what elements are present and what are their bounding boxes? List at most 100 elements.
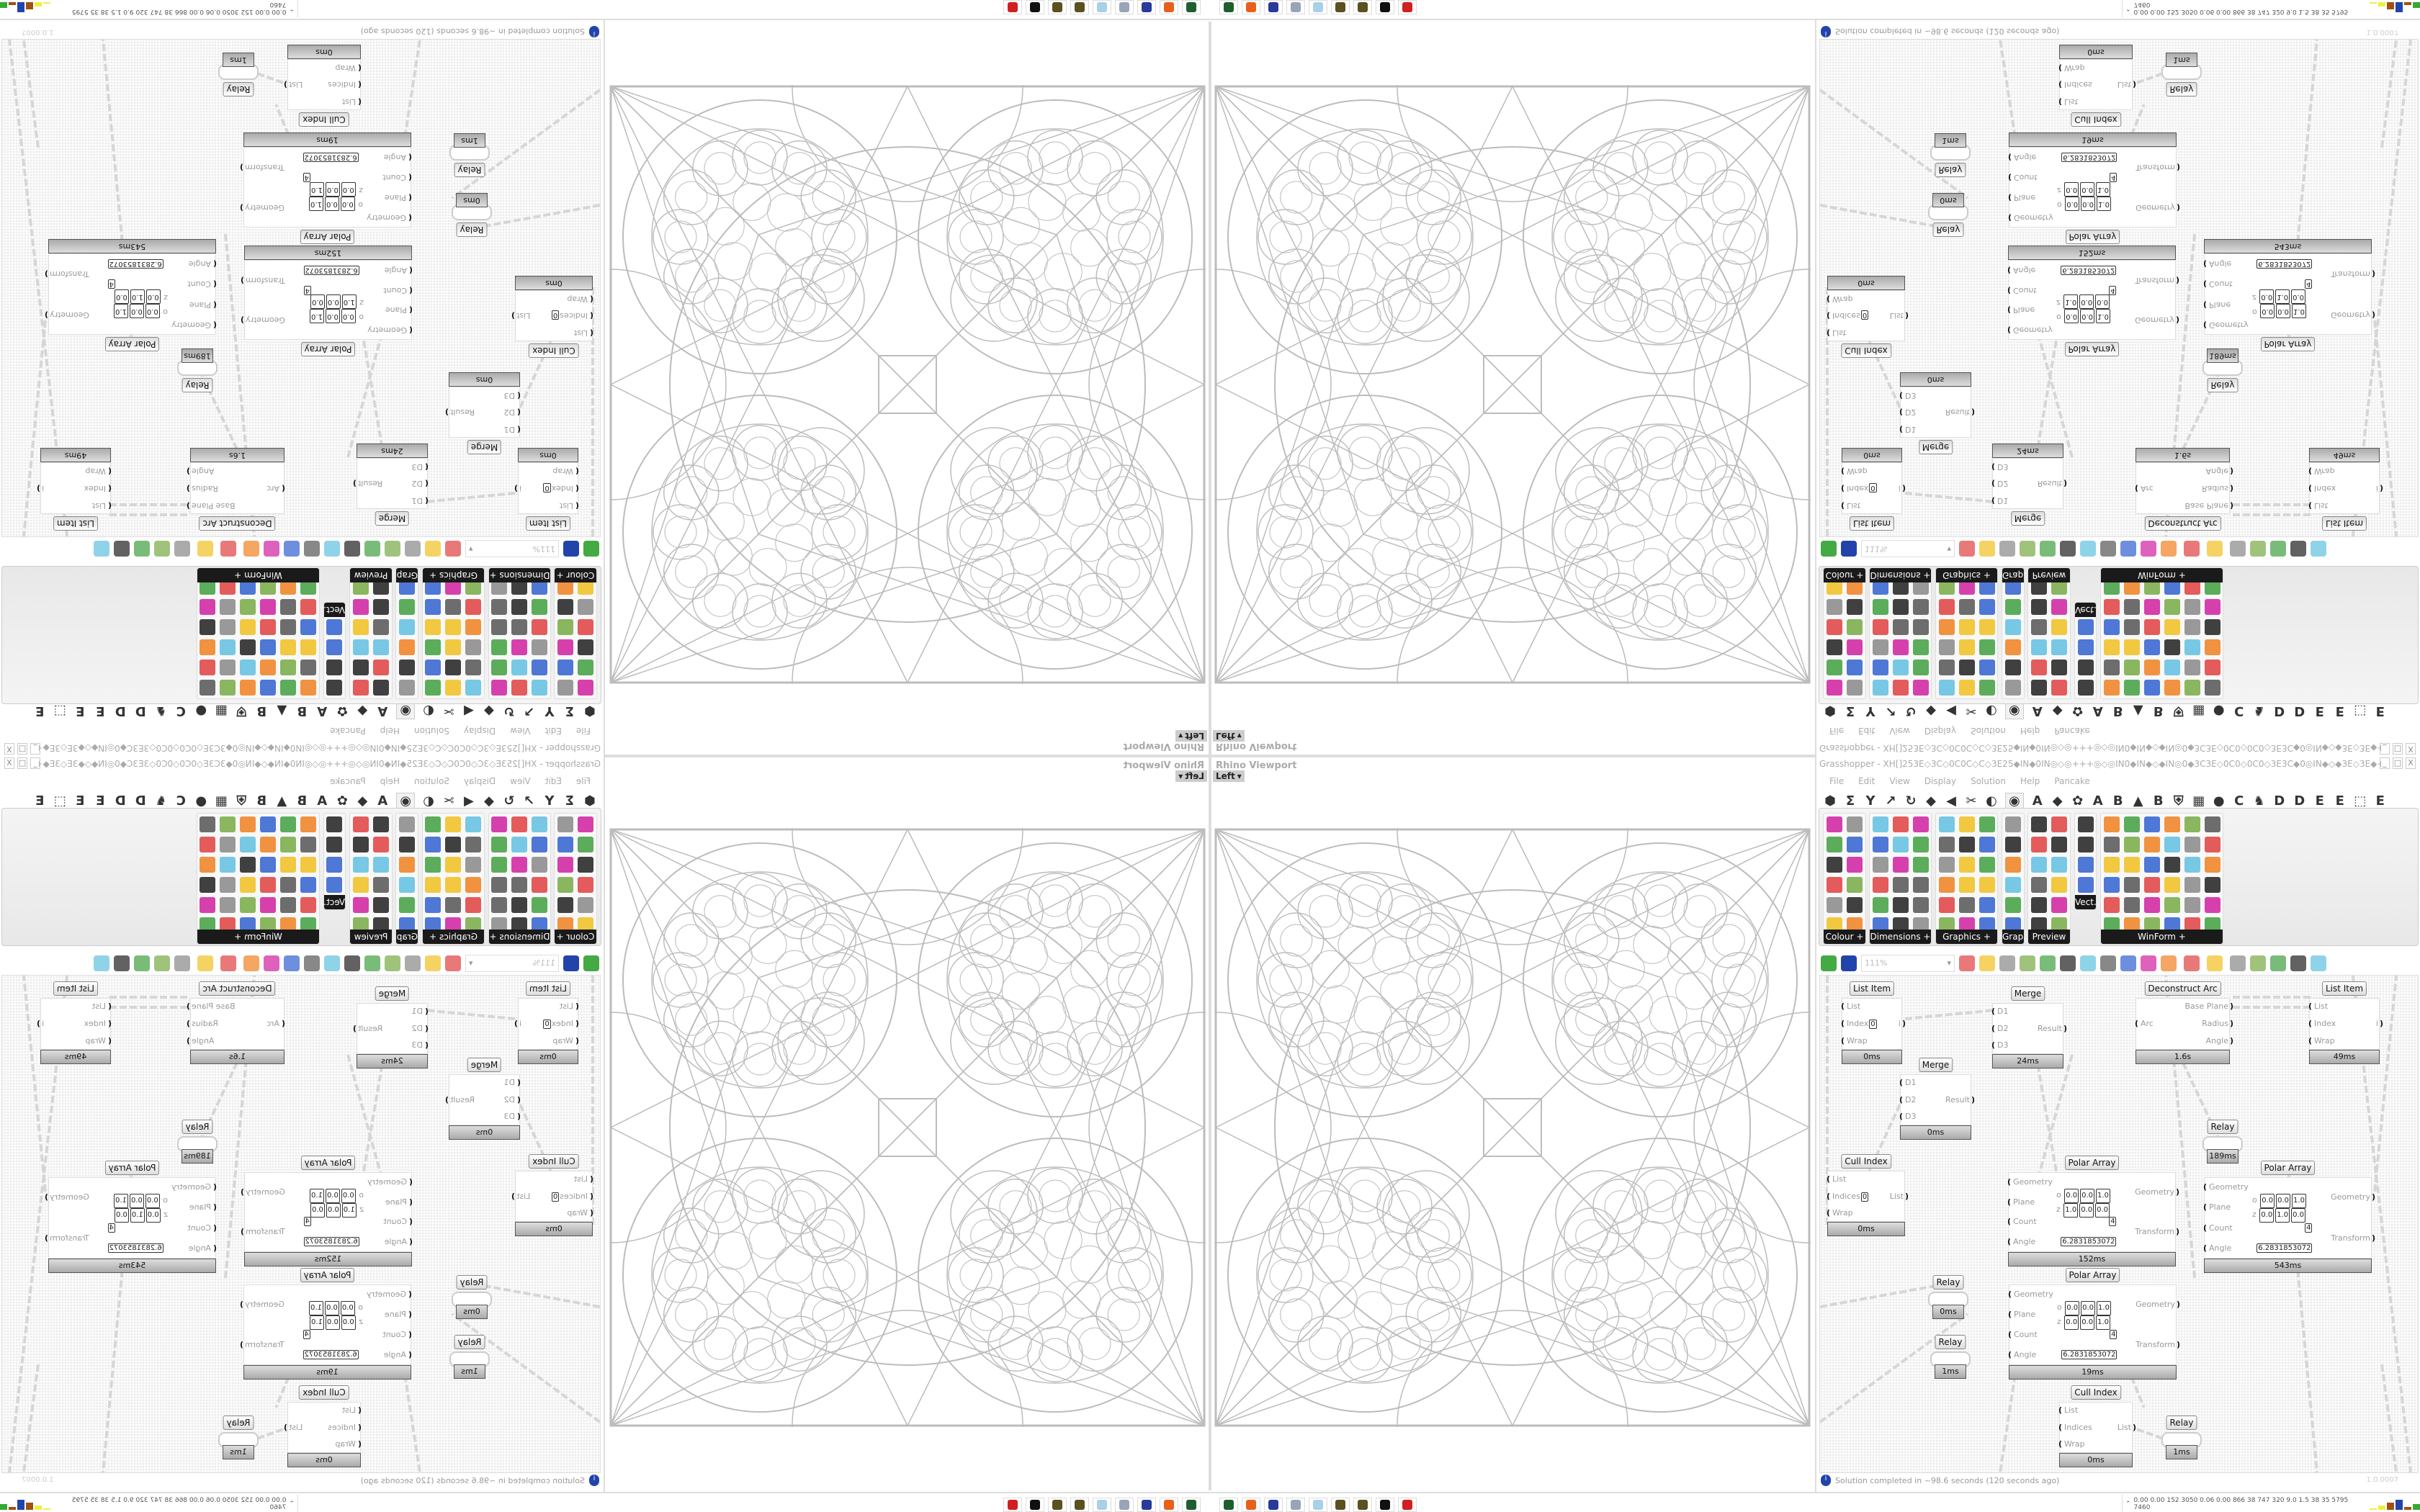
tab-10[interactable]: A (377, 793, 388, 809)
component-tool-icon[interactable] (2031, 917, 2047, 933)
component-tool-icon[interactable] (1979, 816, 1995, 832)
output-param[interactable]: Result (1945, 408, 1975, 418)
component-tool-icon[interactable] (1939, 619, 1955, 635)
tab-9[interactable]: ◉ (2005, 793, 2024, 809)
output-param[interactable]: i (1899, 1019, 1906, 1028)
plane-coordinate[interactable]: 0.0 (2260, 303, 2275, 318)
component-tool-icon[interactable] (220, 599, 236, 615)
template-icon[interactable] (2080, 541, 2096, 557)
output-param[interactable]: Transform (2135, 1227, 2179, 1236)
component-tool-icon[interactable] (1979, 660, 1995, 675)
node-polar-array[interactable]: GeometryPlaneo 0.00.01.0z 1.00.00.0Count… (2007, 1172, 2179, 1252)
zoom-extents-icon[interactable] (445, 955, 461, 971)
component-tool-icon[interactable] (491, 619, 507, 635)
component-tool-icon[interactable] (1873, 639, 1888, 655)
menu-solution[interactable]: Solution (414, 776, 449, 786)
component-tool-icon[interactable] (220, 837, 236, 852)
node-polar-array[interactable]: GeometryPlaneo 0.00.01.0z 1.00.00.0Count… (244, 260, 412, 340)
tab-3[interactable]: ↗ (1885, 793, 1896, 809)
plane-coordinate[interactable]: 1.0 (310, 1315, 324, 1330)
tab-22[interactable]: D (135, 703, 146, 719)
component-tool-icon[interactable] (2104, 877, 2120, 893)
tab-3[interactable]: ↗ (1885, 703, 1896, 719)
param-value[interactable]: 4 (2109, 1217, 2117, 1227)
param-value[interactable]: 6.2831853072 (303, 265, 359, 275)
node-title[interactable]: Merge (1918, 1058, 1953, 1072)
ribbon-panel-label[interactable]: Colour + (555, 930, 596, 944)
notepad-icon[interactable] (1309, 0, 1327, 14)
component-tool-icon[interactable] (1913, 877, 1929, 893)
node-list-item[interactable]: ListIndex0Wrapi (1842, 462, 1902, 514)
component-tool-icon[interactable] (2078, 680, 2094, 696)
component-tool-icon[interactable] (2005, 619, 2021, 635)
component-tool-icon[interactable] (1913, 680, 1929, 696)
tab-5[interactable]: ◆ (1926, 793, 1936, 809)
node-polar-array[interactable]: GeometryPlaneo 0.00.01.0z 0.00.01.0Count… (243, 147, 411, 228)
plane-coordinate[interactable]: 0.0 (2081, 197, 2096, 211)
component-tool-icon[interactable] (326, 639, 342, 655)
ribbon-panel-label[interactable]: Dimensions + (489, 930, 550, 944)
component-tool-icon[interactable] (2144, 599, 2160, 615)
param-value[interactable]: 0 (1860, 1192, 1869, 1202)
ribbon-panel-label[interactable]: Preview + (350, 556, 392, 582)
component-tool-icon[interactable] (2051, 816, 2067, 832)
tab-16[interactable]: B (256, 703, 267, 719)
view-selector-button[interactable]: Left ▾ (1175, 770, 1207, 782)
component-tool-icon[interactable] (353, 816, 369, 832)
tab-12[interactable]: ✿ (2072, 703, 2084, 719)
gha-icon[interactable] (2060, 541, 2076, 557)
menu-pancake[interactable]: Pancake (2054, 726, 2090, 736)
menu-edit[interactable]: Edit (544, 776, 562, 786)
component-tool-icon[interactable] (2164, 619, 2180, 635)
tab-11[interactable]: ◆ (2052, 793, 2063, 809)
component-tool-icon[interactable] (2205, 599, 2220, 615)
ring-icon[interactable] (197, 955, 213, 971)
tab-21[interactable]: ♞ (2253, 793, 2265, 809)
tab-8[interactable]: ◐ (423, 793, 434, 809)
scroll-icon[interactable] (1286, 1498, 1305, 1512)
plane-coordinate[interactable]: 0.0 (115, 1208, 129, 1223)
tab-19[interactable]: ● (195, 703, 207, 719)
node-title[interactable]: Relay (223, 82, 254, 96)
param-value[interactable]: 6.2831853072 (2257, 259, 2313, 269)
component-tool-icon[interactable] (2031, 619, 2047, 635)
component-tool-icon[interactable] (2124, 816, 2140, 832)
input-param[interactable]: List (2064, 97, 2078, 107)
grasshopper-canvas[interactable]: List ItemListIndex0Wrapi0msMergeD1D2D3Re… (1819, 975, 2419, 1473)
node-polar-array[interactable]: GeometryPlaneo 0.00.01.0z 0.01.00.0Count… (48, 253, 216, 335)
plane-coordinate[interactable]: 1.0 (2096, 1315, 2110, 1330)
input-param[interactable]: Wrap (1827, 1208, 1853, 1218)
tab-9[interactable]: ◉ (396, 703, 415, 719)
sketch-icon[interactable] (1999, 541, 2015, 557)
template-icon[interactable] (324, 955, 340, 971)
output-param[interactable]: Angle (187, 1036, 214, 1045)
component-tool-icon[interactable] (2205, 897, 2220, 913)
floppy-64-icon[interactable] (1264, 0, 1283, 14)
output-param[interactable]: Result (2038, 1024, 2067, 1033)
plane-coordinate[interactable]: 1.0 (310, 1188, 324, 1203)
param-value[interactable]: 0 (1869, 483, 1877, 492)
component-tool-icon[interactable] (2205, 639, 2220, 655)
output-param[interactable]: Angle (2206, 1036, 2233, 1045)
component-tool-icon[interactable] (557, 660, 573, 675)
component-tool-icon[interactable] (1893, 816, 1909, 832)
component-tool-icon[interactable] (2144, 680, 2160, 696)
node-cull-index[interactable]: ListIndices0WrapList (1827, 1171, 1905, 1222)
plane-coordinate[interactable]: 0.0 (2079, 1202, 2094, 1218)
plane-coordinate[interactable]: 0.0 (2064, 1315, 2079, 1330)
ribbon-panel-label[interactable]: Graphics + (1936, 930, 1997, 944)
node-title[interactable]: Polar Array (300, 342, 356, 356)
component-tool-icon[interactable] (2164, 816, 2180, 832)
wires-icon[interactable] (2161, 541, 2177, 557)
output-param[interactable]: Geometry (240, 203, 284, 212)
sphere-icon[interactable] (2184, 955, 2200, 971)
node-list-item[interactable]: ListIndex0Wrapi (1841, 998, 1902, 1050)
tab-8[interactable]: ◐ (1986, 793, 1997, 809)
component-tool-icon[interactable] (1847, 680, 1863, 696)
component-tool-icon[interactable] (2005, 877, 2021, 893)
component-tool-icon[interactable] (1847, 917, 1863, 933)
plane-coordinate[interactable]: 0.0 (2064, 309, 2079, 324)
component-tool-icon[interactable] (491, 660, 507, 675)
